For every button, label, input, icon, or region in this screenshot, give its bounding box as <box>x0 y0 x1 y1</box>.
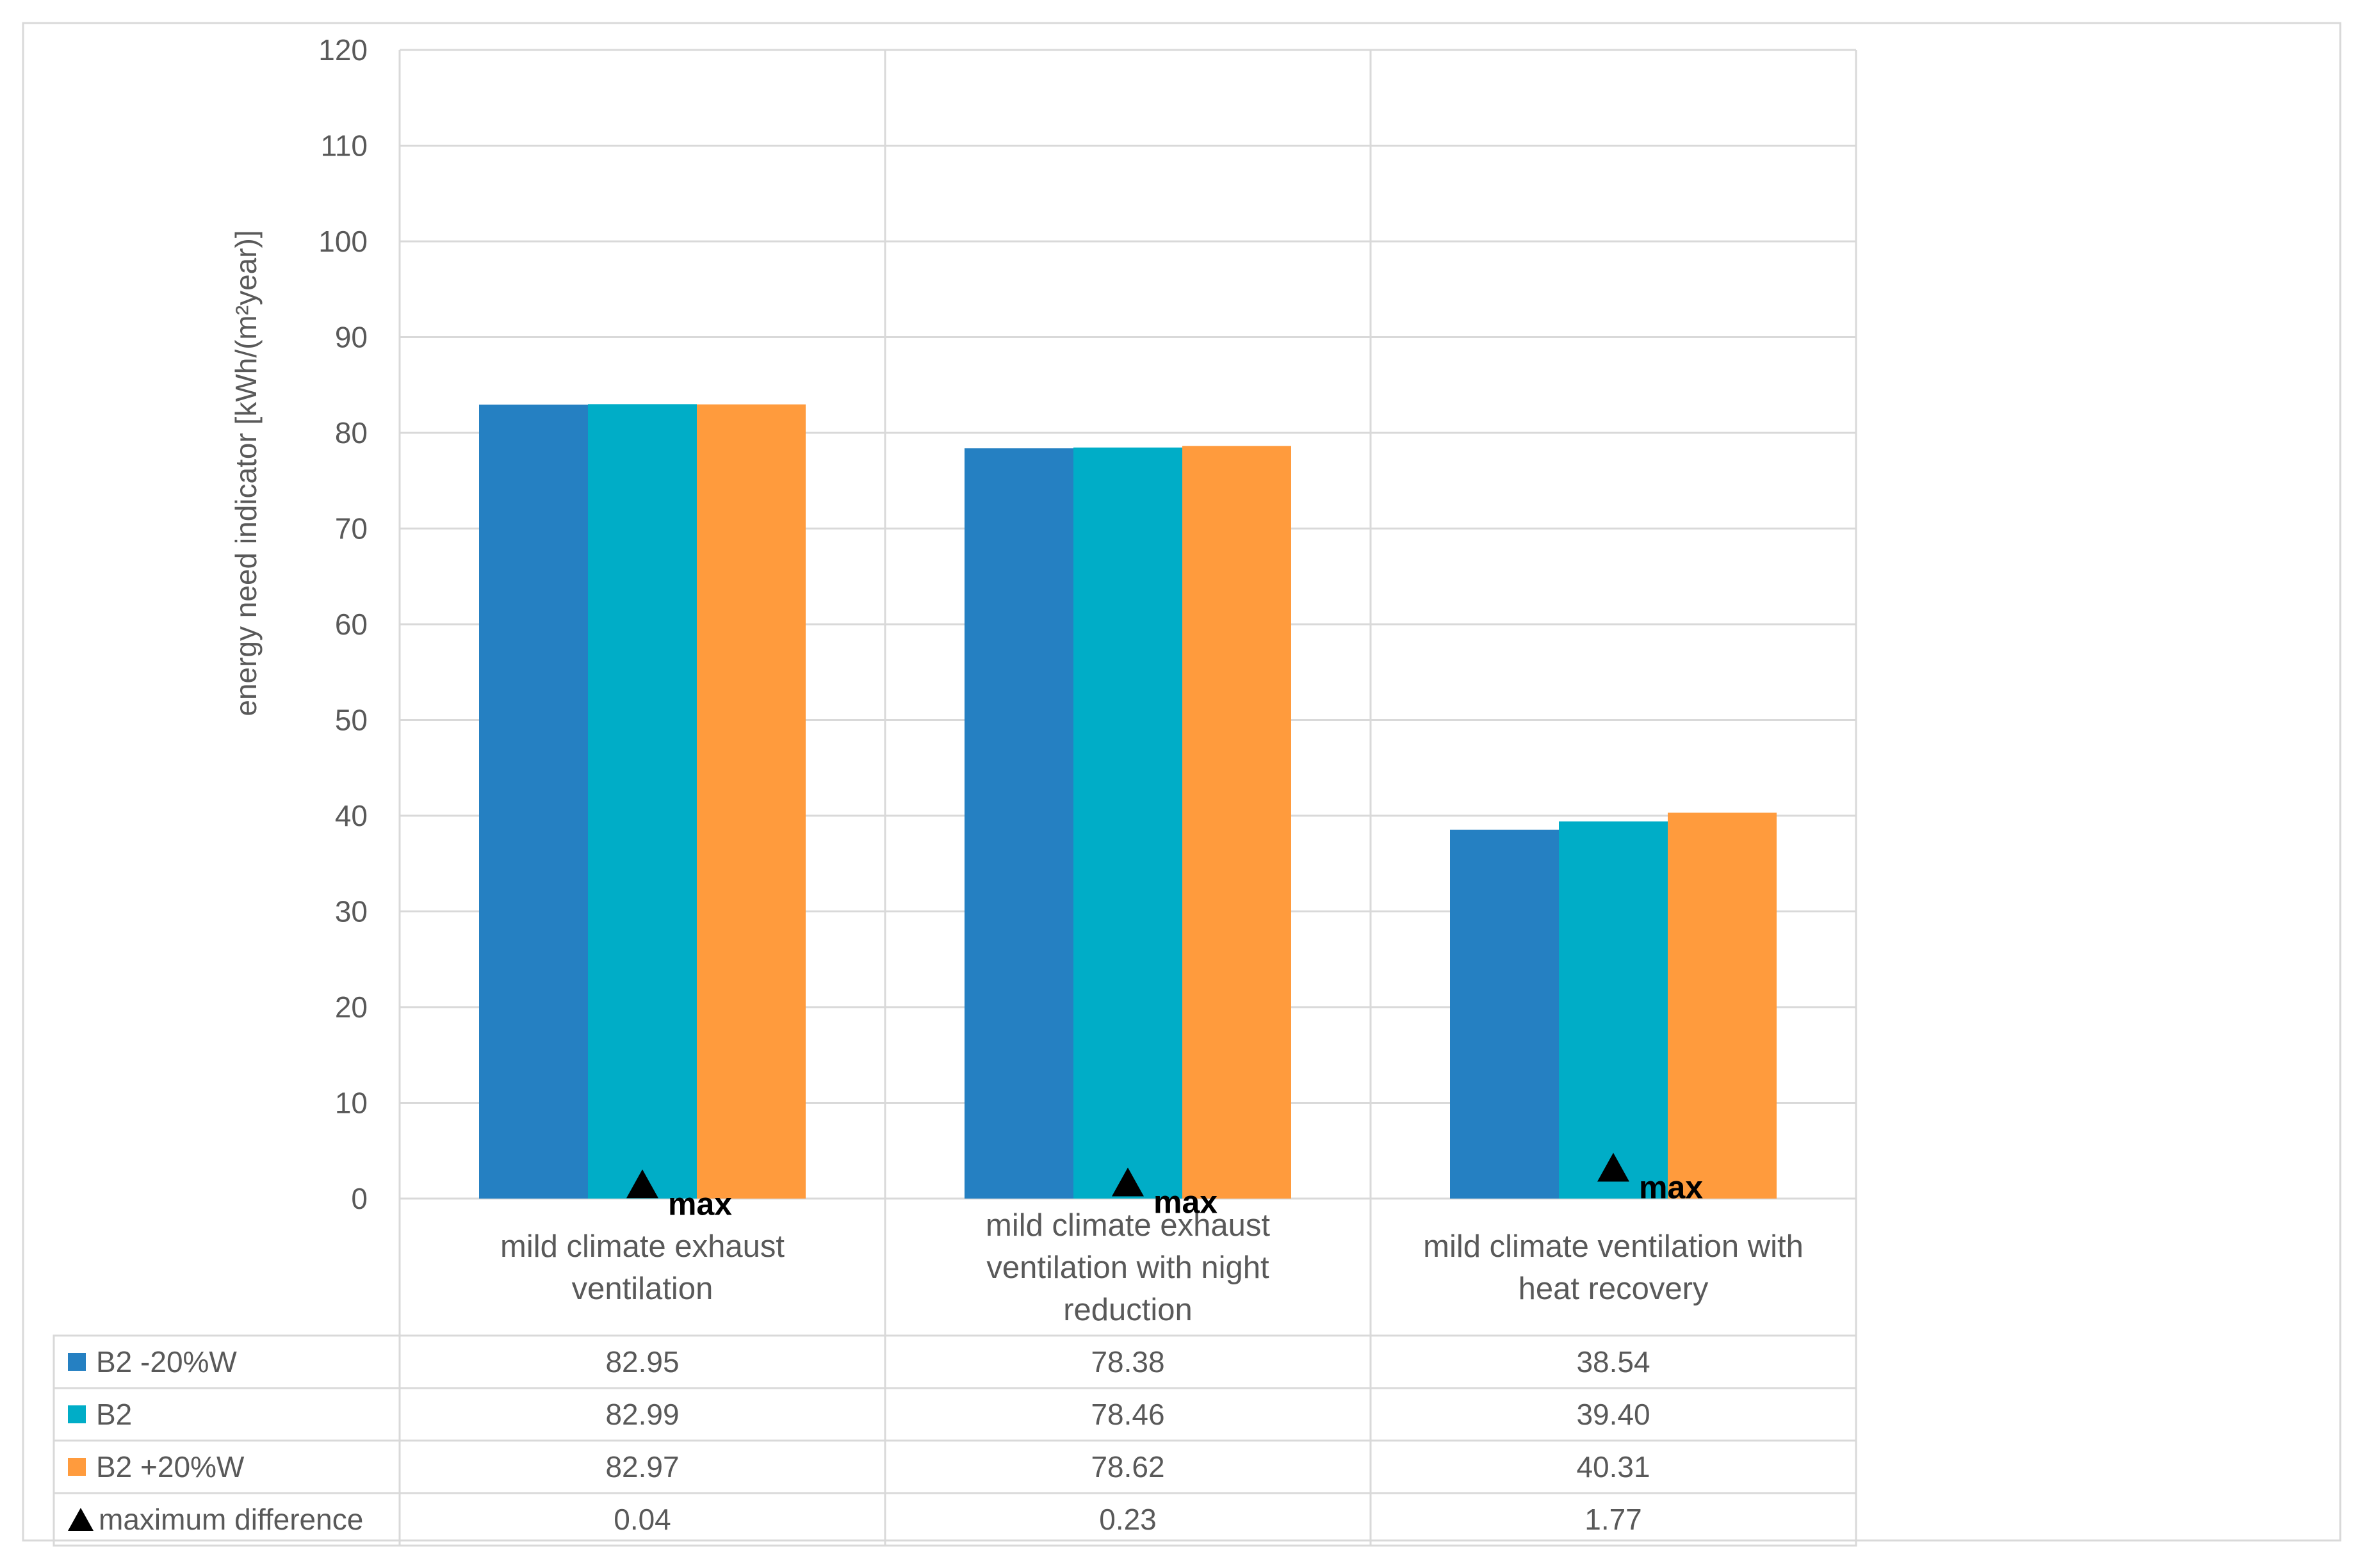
legend-key <box>68 1458 86 1476</box>
y-tick-label: 10 <box>335 1087 368 1120</box>
category-label: mild climate exhaust <box>986 1208 1270 1243</box>
y-tick-label: 0 <box>351 1182 368 1215</box>
legend-label: maximum difference <box>99 1503 363 1536</box>
legend-label: B2 -20%W <box>96 1345 237 1378</box>
data-table-cell: 40.31 <box>1576 1450 1650 1483</box>
max-marker-label: max <box>1153 1184 1218 1220</box>
y-tick-label: 110 <box>321 129 368 163</box>
category-label: ventilation <box>572 1272 713 1306</box>
data-table-cell: 39.40 <box>1576 1398 1650 1431</box>
legend-label: B2 <box>96 1398 132 1431</box>
y-tick-label: 40 <box>335 799 368 832</box>
bar <box>479 404 588 1199</box>
legend-label: B2 +20%W <box>96 1450 245 1483</box>
data-table-cell: 78.46 <box>1091 1398 1164 1431</box>
y-axis-title: energy need indicator [kWh/(m²year)] <box>229 230 263 716</box>
bar <box>965 448 1073 1199</box>
max-marker-label: max <box>1639 1170 1703 1206</box>
bar <box>1668 812 1777 1199</box>
data-table-cell: 0.23 <box>1099 1503 1157 1536</box>
y-tick-label: 100 <box>318 225 368 258</box>
data-table-cell: 78.38 <box>1091 1345 1164 1378</box>
bar <box>697 404 806 1199</box>
category-label: mild climate ventilation with <box>1423 1229 1804 1264</box>
legend-key <box>68 1405 86 1423</box>
data-table-cell: 78.62 <box>1091 1450 1164 1483</box>
max-difference-marker <box>626 1169 658 1199</box>
y-tick-label: 90 <box>335 321 368 354</box>
legend-key-triangle <box>68 1508 94 1531</box>
max-difference-marker <box>1597 1152 1629 1182</box>
category-label: reduction <box>1063 1293 1193 1327</box>
data-table-cell: 82.97 <box>605 1450 679 1483</box>
chart-border <box>22 22 2342 1542</box>
data-table-cell: 82.95 <box>605 1345 679 1378</box>
y-tick-label: 60 <box>335 608 368 641</box>
bar <box>1559 821 1668 1199</box>
bar <box>1182 446 1291 1199</box>
y-tick-label: 120 <box>318 33 368 67</box>
bar <box>1450 829 1559 1199</box>
max-marker-label: max <box>668 1186 732 1222</box>
y-tick-label: 70 <box>335 512 368 546</box>
bar <box>588 404 697 1199</box>
y-tick-label: 30 <box>335 895 368 928</box>
y-tick-label: 50 <box>335 704 368 737</box>
bar <box>1073 448 1182 1199</box>
max-difference-marker <box>1112 1167 1144 1197</box>
y-tick-label: 80 <box>335 416 368 449</box>
data-table-cell: 0.04 <box>614 1503 671 1536</box>
y-tick-label: 20 <box>335 990 368 1024</box>
category-label: ventilation with night <box>986 1250 1269 1285</box>
category-label: mild climate exhaust <box>500 1229 785 1264</box>
data-table-cell: 1.77 <box>1584 1503 1642 1536</box>
data-table-cell: 38.54 <box>1576 1345 1650 1378</box>
legend-key <box>68 1353 86 1371</box>
category-label: heat recovery <box>1519 1272 1709 1306</box>
data-table-cell: 82.99 <box>605 1398 679 1431</box>
